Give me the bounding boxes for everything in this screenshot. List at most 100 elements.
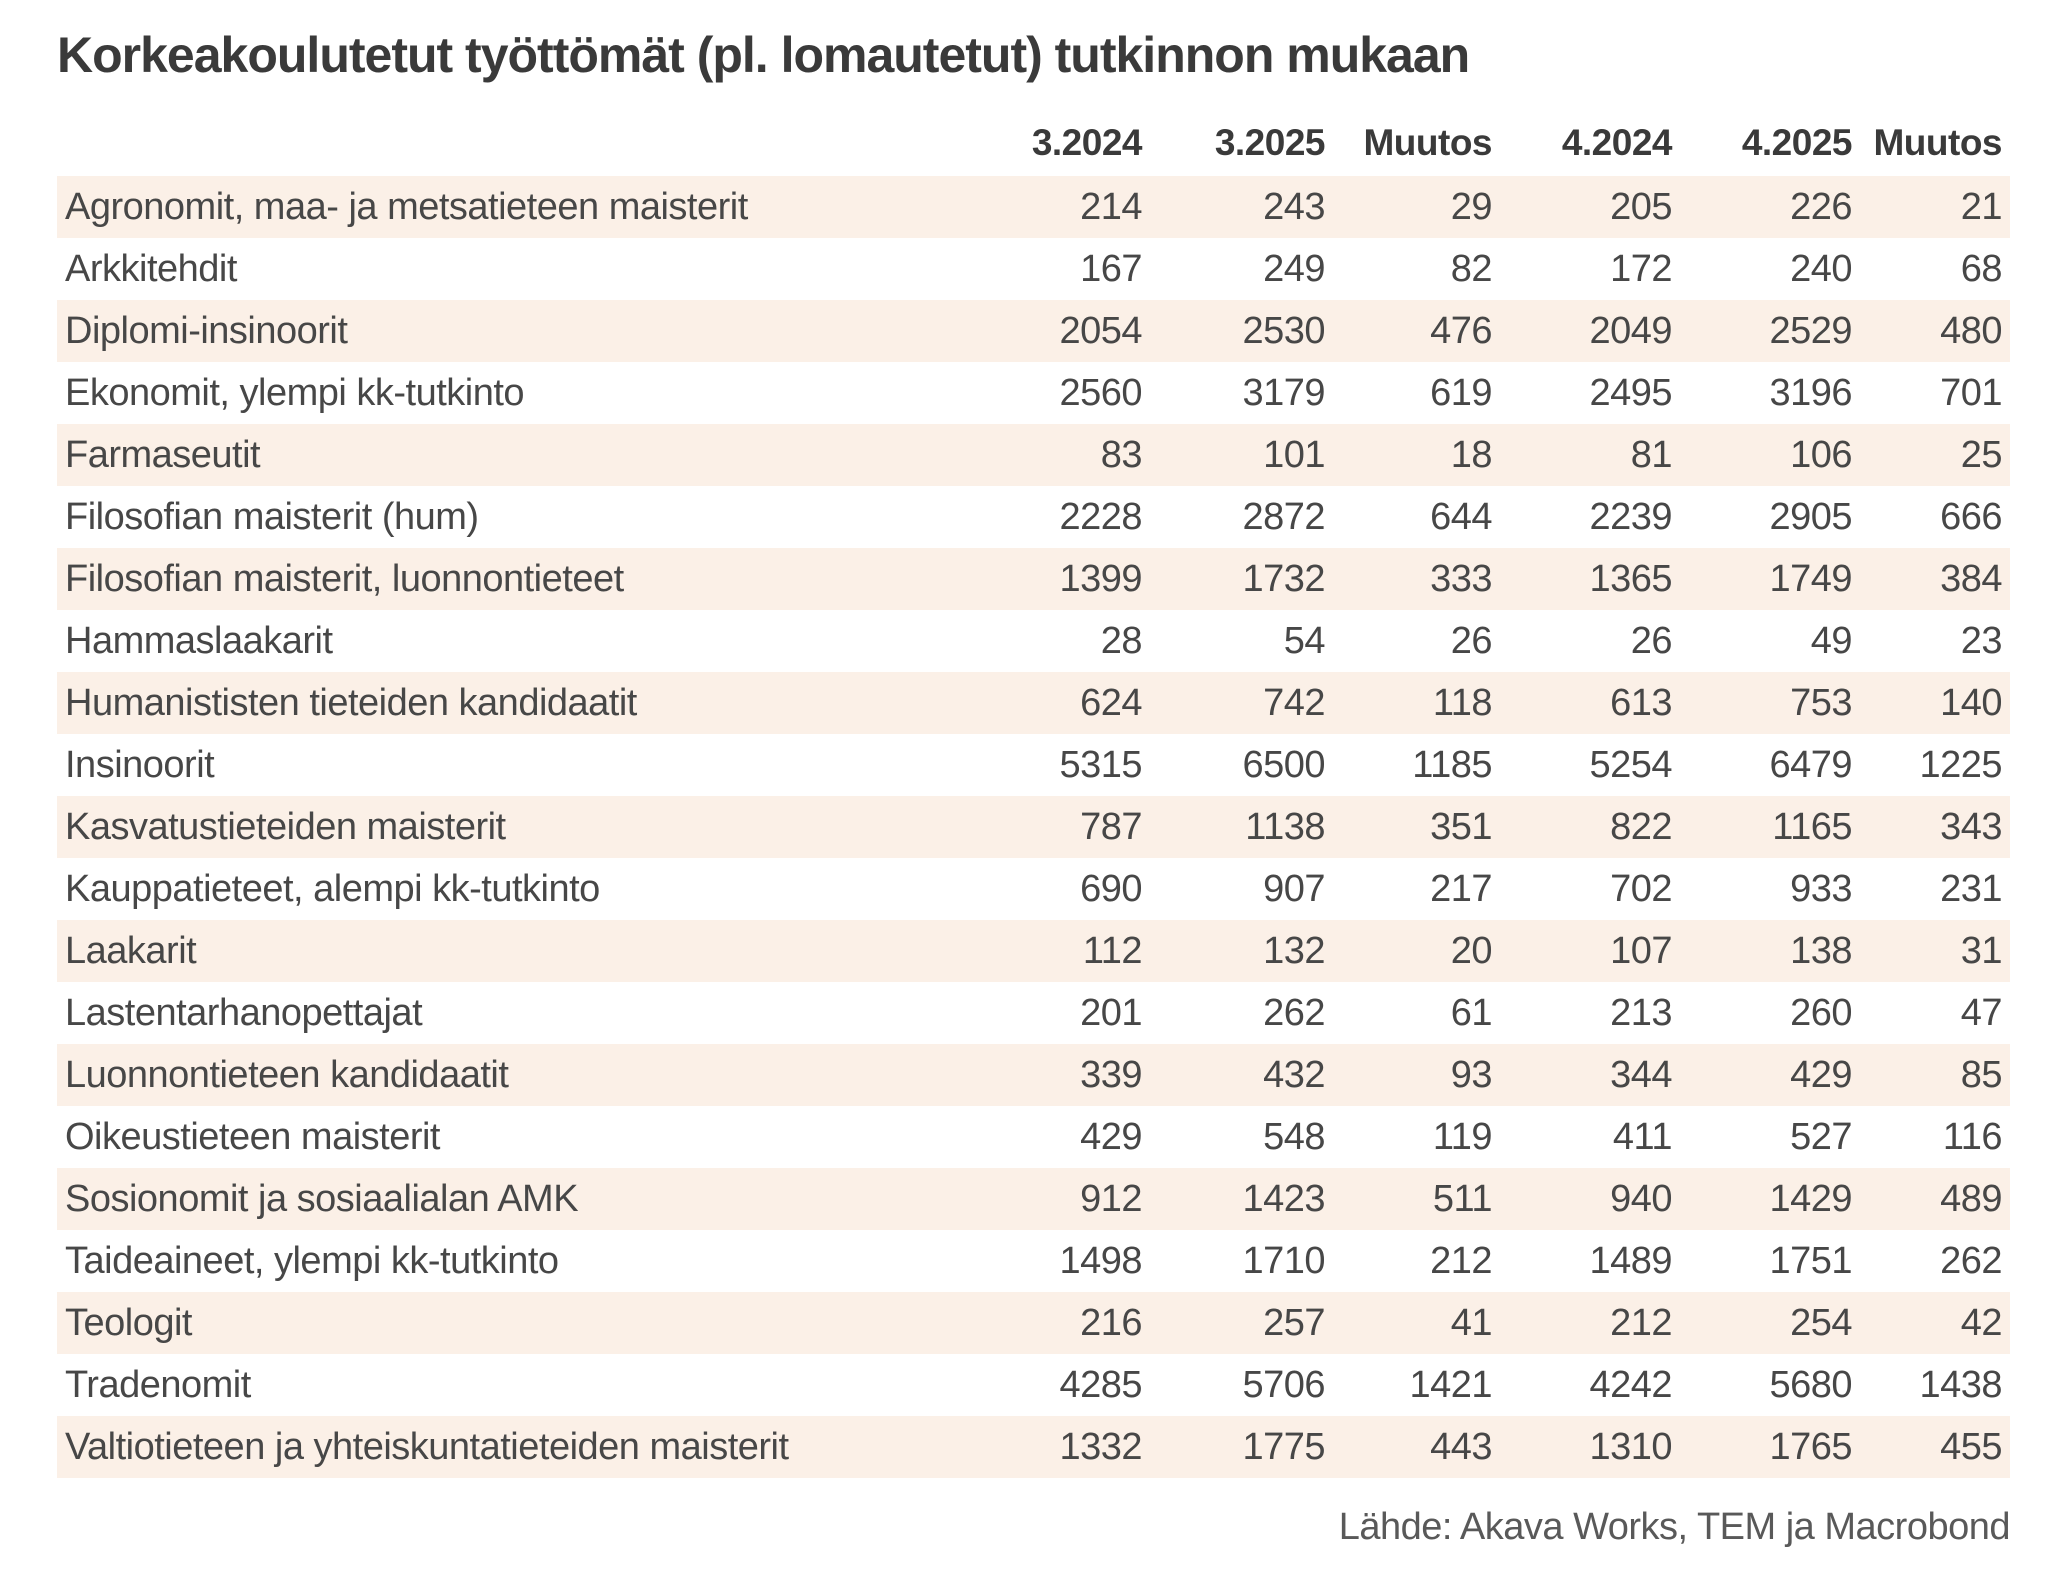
table-row: Luonnontieteen kandidaatit 339 432 93 344 429…	[57, 1044, 2010, 1106]
cell-value: 213	[1610, 991, 1672, 1034]
cell-value: 107	[1610, 929, 1672, 972]
cell-value: 5254	[1589, 743, 1672, 786]
cell-value: 742	[1263, 681, 1325, 724]
cell-value: 140	[1940, 681, 2002, 724]
table-row: Farmaseutit 83 101 18 81 106 25	[57, 424, 2010, 486]
cell-value: 1775	[1242, 1425, 1325, 1468]
cell-value: 23	[1960, 619, 2003, 662]
table-row: Arkkitehdit 167 249 82 172 240 68	[57, 238, 2010, 300]
table-row: Lastentarhanopettajat 201 262 61 213 260 47	[57, 982, 2010, 1044]
cell-value: 822	[1610, 805, 1672, 848]
table-row: Kauppatieteet, alempi kk-tutkinto 690 907 2…	[57, 858, 2010, 920]
cell-value: 243	[1263, 185, 1325, 228]
cell-value: 443	[1430, 1425, 1492, 1468]
header-col-muutos-2: Muutos	[1873, 122, 2002, 163]
cell-value: 411	[1612, 1115, 1673, 1158]
table-row: Taideaineet, ylempi kk-tutkinto 1498 1710 2…	[57, 1230, 2010, 1292]
cell-value: 2228	[1059, 495, 1142, 538]
cell-value: 112	[1082, 929, 1143, 972]
cell-value: 2054	[1059, 309, 1142, 352]
cell-value: 5680	[1769, 1363, 1852, 1406]
cell-value: 21	[1960, 185, 2003, 228]
row-label: Taideaineet, ylempi kk-tutkinto	[65, 1239, 559, 1282]
cell-value: 1332	[1059, 1425, 1142, 1468]
row-label: Kasvatustieteiden maisterit	[65, 805, 506, 848]
cell-value: 26	[1630, 619, 1673, 662]
cell-value: 1710	[1242, 1239, 1325, 1282]
cell-value: 1429	[1769, 1177, 1852, 1220]
cell-value: 455	[1940, 1425, 2002, 1468]
cell-value: 29	[1450, 185, 1493, 228]
table-row: Hammaslaakarit 28 54 26 26 49 23	[57, 610, 2010, 672]
row-label: Luonnontieteen kandidaatit	[65, 1053, 509, 1096]
cell-value: 2560	[1059, 371, 1142, 414]
row-label: Agronomit, maa- ja metsatieteen maisteri…	[65, 185, 748, 228]
cell-value: 1749	[1769, 557, 1852, 600]
row-label: Lastentarhanopettajat	[65, 991, 423, 1034]
cell-value: 1765	[1769, 1425, 1852, 1468]
row-label: Laakarit	[65, 929, 197, 972]
cell-value: 480	[1940, 309, 2002, 352]
cell-value: 85	[1960, 1053, 2003, 1096]
cell-value: 3179	[1242, 371, 1325, 414]
cell-value: 690	[1080, 867, 1142, 910]
cell-value: 333	[1430, 557, 1492, 600]
cell-value: 25	[1960, 433, 2003, 476]
cell-value: 2495	[1589, 371, 1672, 414]
cell-value: 344	[1610, 1053, 1672, 1096]
row-label: Insinoorit	[65, 743, 215, 786]
cell-value: 624	[1080, 681, 1142, 724]
cell-value: 5706	[1242, 1363, 1325, 1406]
cell-value: 1498	[1059, 1239, 1142, 1282]
cell-value: 527	[1790, 1115, 1852, 1158]
table-row: Filosofian maisterit, luonnontieteet 1399…	[57, 548, 2010, 610]
table-header-row: 3.2024 3.2025 Muutos 4.2024 4.2025 Muuto…	[57, 122, 2010, 176]
unemployment-table: 3.2024 3.2025 Muutos 4.2024 4.2025 Muuto…	[57, 122, 2010, 1478]
cell-value: 81	[1630, 433, 1673, 476]
cell-value: 6500	[1242, 743, 1325, 786]
header-empty-cell	[57, 122, 963, 176]
cell-value: 1489	[1589, 1239, 1672, 1282]
cell-value: 49	[1810, 619, 1853, 662]
cell-value: 489	[1940, 1177, 2002, 1220]
cell-value: 54	[1283, 619, 1326, 662]
cell-value: 132	[1263, 929, 1325, 972]
cell-value: 231	[1940, 867, 2002, 910]
cell-value: 4285	[1059, 1363, 1142, 1406]
cell-value: 2905	[1769, 495, 1852, 538]
table-row: Oikeustieteen maisterit 429 548 119 411 527 11…	[57, 1106, 2010, 1168]
cell-value: 613	[1610, 681, 1672, 724]
cell-value: 753	[1790, 681, 1852, 724]
cell-value: 339	[1080, 1053, 1142, 1096]
row-label: Oikeustieteen maisterit	[65, 1115, 441, 1158]
table-row: Agronomit, maa- ja metsatieteen maisteri…	[57, 176, 2010, 238]
cell-value: 2872	[1242, 495, 1325, 538]
table-row: Insinoorit 5315 6500 1185 5254 6479 1225	[57, 734, 2010, 796]
cell-value: 26	[1450, 619, 1493, 662]
cell-value: 343	[1940, 805, 2002, 848]
row-label: Arkkitehdit	[65, 247, 237, 290]
row-label: Sosionomit ja sosiaalialan AMK	[65, 1177, 579, 1220]
table-row: Kasvatustieteiden maisterit 787 1138 351 822…	[57, 796, 2010, 858]
cell-value: 644	[1430, 495, 1492, 538]
table-row: Valtiotieteen ja yhteiskuntatieteiden ma…	[57, 1416, 2010, 1478]
cell-value: 429	[1080, 1115, 1142, 1158]
cell-value: 262	[1940, 1239, 2002, 1282]
cell-value: 31	[1960, 929, 2003, 972]
cell-value: 476	[1430, 309, 1492, 352]
header-col-4-2025: 4.2025	[1741, 122, 1853, 163]
cell-value: 240	[1790, 247, 1852, 290]
cell-value: 212	[1610, 1301, 1672, 1344]
cell-value: 68	[1960, 247, 2003, 290]
cell-value: 254	[1790, 1301, 1852, 1344]
cell-value: 6479	[1769, 743, 1852, 786]
cell-value: 2049	[1589, 309, 1672, 352]
cell-value: 205	[1610, 185, 1672, 228]
cell-value: 260	[1790, 991, 1852, 1034]
cell-value: 167	[1080, 247, 1142, 290]
cell-value: 5315	[1059, 743, 1142, 786]
cell-value: 1185	[1412, 743, 1492, 786]
cell-value: 18	[1450, 433, 1493, 476]
table-row: Sosionomit ja sosiaalialan AMK 912 1423 511…	[57, 1168, 2010, 1230]
